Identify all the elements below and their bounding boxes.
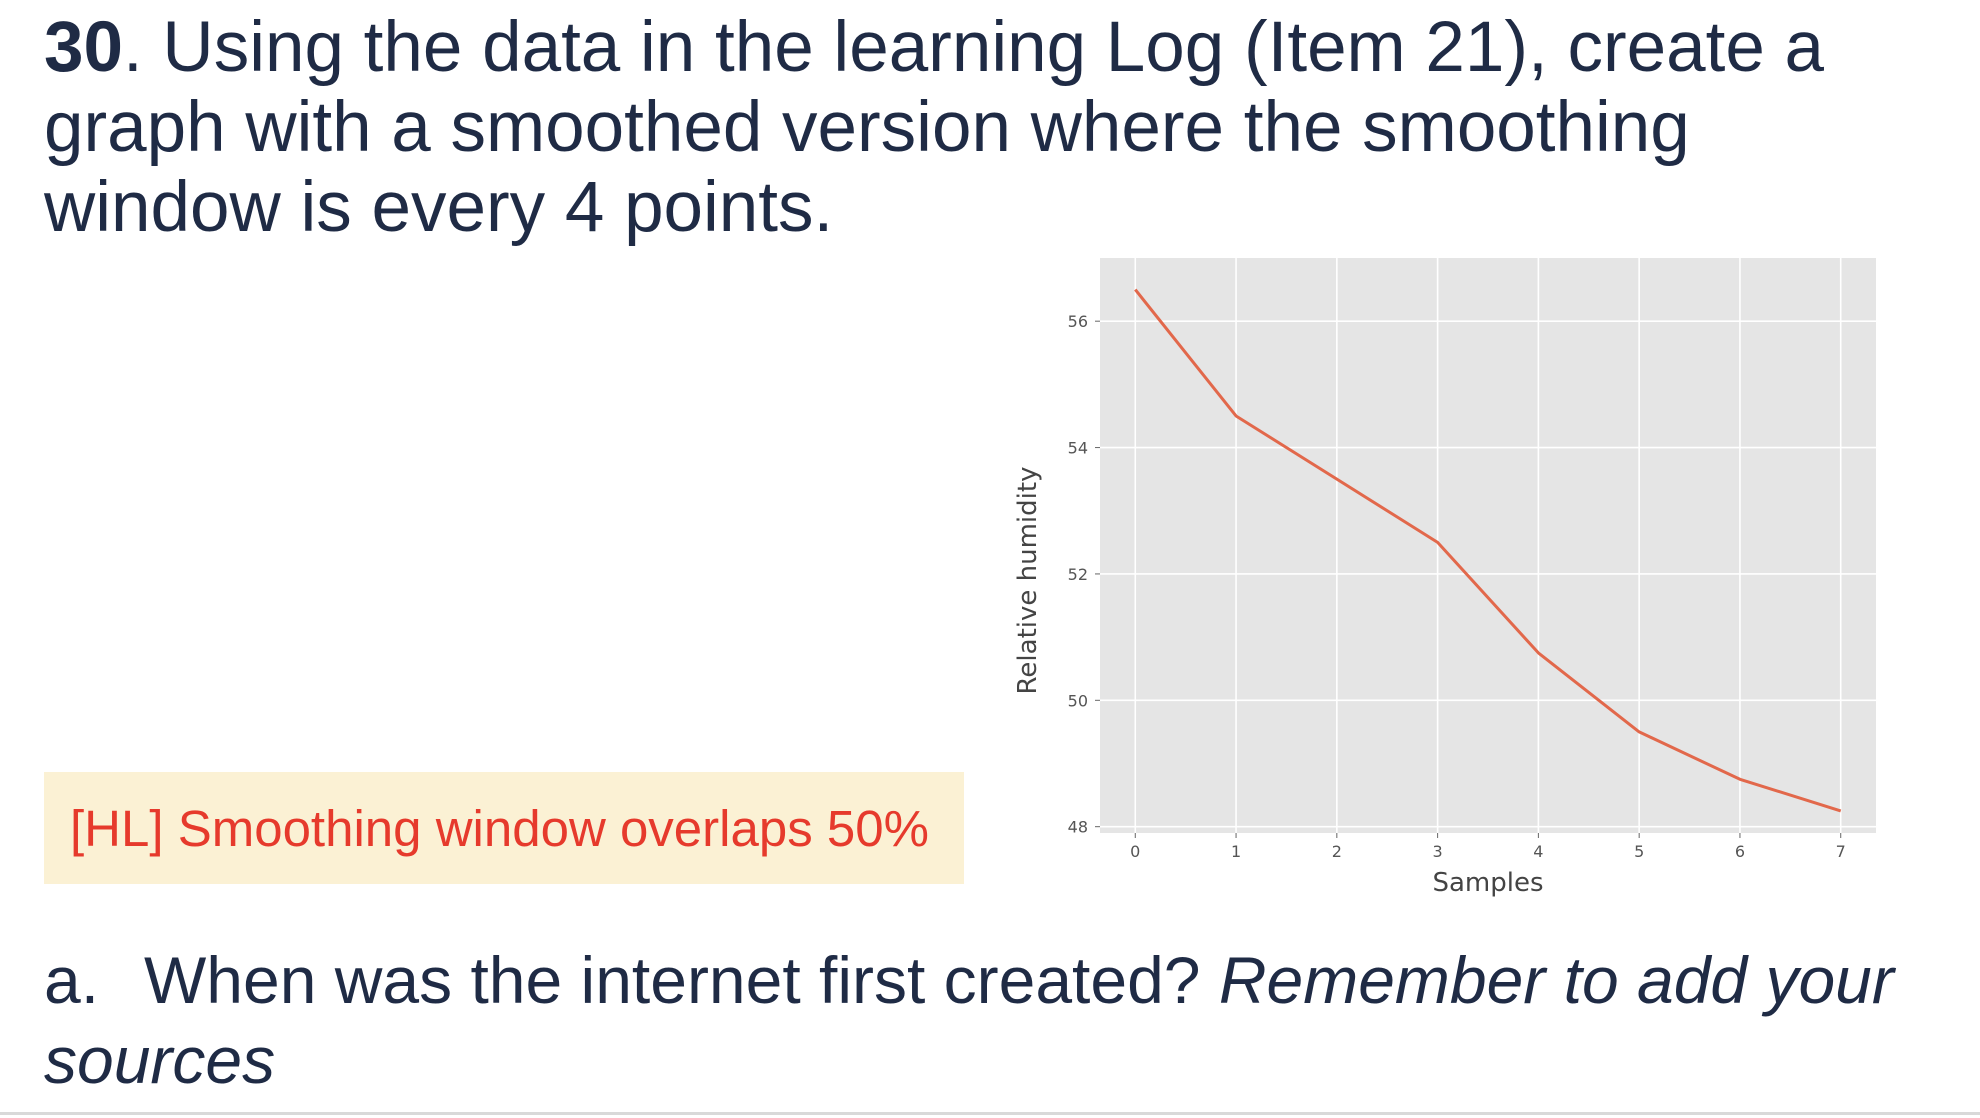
series-line (1134, 288, 1842, 813)
hl-note-text: [HL] Smoothing window overlaps 50% (70, 799, 929, 857)
bottom-divider (0, 1112, 1980, 1115)
subquestion: a. When was the internet first created? R… (44, 940, 1944, 1100)
x-tick-label: 7 (1836, 842, 1846, 861)
question-text: 30. Using the data in the learning Log (… (44, 8, 1944, 248)
hl-note-box: [HL] Smoothing window overlaps 50% (44, 772, 964, 884)
x-tick-label: 6 (1735, 842, 1745, 861)
y-tick-label: 54 (1068, 439, 1088, 458)
plot-area (1100, 258, 1876, 833)
y-tick-label: 56 (1068, 312, 1088, 331)
humidity-chart: 0 1 2 3 4 5 6 7 48 50 52 54 56 Samples Relative humidi… (1000, 250, 1900, 910)
x-tick-label: 1 (1231, 842, 1241, 861)
x-axis-label: Samples (1432, 868, 1543, 898)
question-body: . Using the data in the learning Log (It… (44, 8, 1825, 247)
question-number: 30 (44, 8, 123, 87)
y-tick-label: 48 (1068, 818, 1088, 837)
y-tick-label: 50 (1068, 691, 1088, 710)
x-tick-label: 4 (1533, 842, 1543, 861)
subquestion-marker: a. (44, 943, 100, 1017)
subquestion-text: When was the internet first created? (144, 943, 1201, 1017)
x-tick-label: 0 (1130, 842, 1140, 861)
x-tick-label: 2 (1332, 842, 1342, 861)
x-tick-label: 3 (1433, 842, 1443, 861)
subquestion-emphasis: Remember to add your sources (44, 943, 1894, 1097)
x-tick-label: 5 (1634, 842, 1644, 861)
y-tick-label: 52 (1068, 565, 1088, 584)
y-axis-label: Relative humidity (1013, 467, 1043, 695)
